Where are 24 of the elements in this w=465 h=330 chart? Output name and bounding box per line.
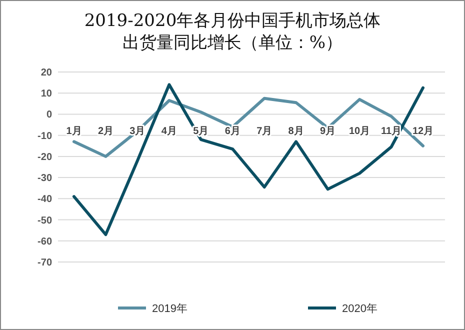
x-tick-label: 1月	[66, 126, 82, 138]
x-tick-label: 12月	[412, 126, 434, 138]
y-tick-label: -40	[38, 194, 52, 206]
x-tick-label: 9月	[320, 126, 336, 138]
y-tick-label: -60	[38, 236, 52, 248]
x-tick-label: 6月	[224, 126, 240, 138]
y-tick-label: 0	[46, 110, 52, 121]
chart-title: 2019-2020年各月份中国手机市场总体出货量同比增长（单位：%）	[84, 11, 381, 53]
x-tick-label: 4月	[161, 126, 177, 138]
line-series	[72, 96, 424, 158]
y-tick-label: -70	[38, 258, 52, 268]
y-tick-label: -30	[38, 173, 52, 184]
y-tick-label: -10	[38, 130, 52, 142]
line-series	[72, 83, 424, 236]
x-tick-label: 8月	[288, 126, 304, 138]
y-tick-label: 10	[40, 88, 52, 100]
x-tick-label: 7月	[256, 126, 272, 138]
x-tick-label: 10月	[348, 126, 370, 138]
x-tick-label: 2月	[98, 126, 114, 138]
legend-label: 2019年	[152, 302, 188, 315]
y-tick-label: -20	[38, 152, 52, 163]
legend-label: 2020年	[342, 302, 378, 315]
y-tick-label: -50	[38, 215, 52, 226]
y-tick-label: 20	[40, 68, 52, 78]
